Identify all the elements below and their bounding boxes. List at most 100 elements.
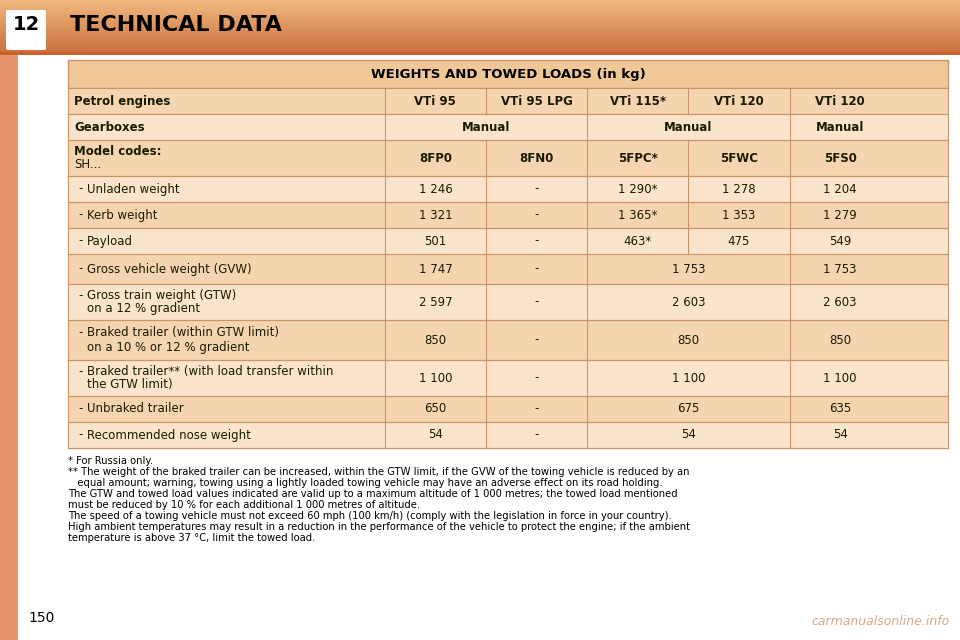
Bar [0, 52, 960, 55]
Text: 1 278: 1 278 [722, 182, 756, 195]
Text: 635: 635 [829, 403, 852, 415]
Text: Unbraked trailer: Unbraked trailer [87, 403, 183, 415]
Text: 12: 12 [12, 15, 39, 33]
Bar [0, 26, 960, 27]
Text: 1 100: 1 100 [824, 371, 857, 385]
Bar [68, 254, 948, 284]
Bar [0, 2, 960, 3]
Bar [0, 1, 960, 2]
Bar [0, 31, 960, 32]
Bar [0, 17, 960, 18]
Bar [68, 88, 948, 114]
Bar [0, 32, 960, 33]
Text: 2 597: 2 597 [419, 296, 452, 308]
Bar [0, 25, 960, 26]
Text: Petrol engines: Petrol engines [74, 95, 170, 108]
Text: The GTW and towed load values indicated are valid up to a maximum altitude of 1 : The GTW and towed load values indicated … [68, 489, 678, 499]
Text: Braked trailer (within GTW limit): Braked trailer (within GTW limit) [87, 326, 279, 339]
Text: 1 753: 1 753 [824, 262, 857, 275]
Bar [0, 30, 960, 31]
Bar [0, 20, 960, 21]
Text: equal amount; warning, towing using a lightly loaded towing vehicle may have an : equal amount; warning, towing using a li… [68, 478, 662, 488]
Bar [0, 29, 960, 30]
Bar [0, 33, 960, 34]
Text: Gross vehicle weight (GVW): Gross vehicle weight (GVW) [87, 262, 252, 275]
Bar [0, 11, 960, 12]
Text: 5FS0: 5FS0 [824, 152, 856, 164]
Text: the GTW limit): the GTW limit) [87, 378, 173, 391]
Bar [0, 24, 960, 25]
Bar [0, 4, 960, 5]
Text: 150: 150 [28, 611, 55, 625]
Text: High ambient temperatures may result in a reduction in the performance of the ve: High ambient temperatures may result in … [68, 522, 690, 532]
Bar [0, 8, 960, 9]
Bar [0, 28, 960, 29]
Text: -: - [535, 371, 539, 385]
Bar [0, 14, 960, 15]
Bar [0, 22, 960, 23]
Bar [0, 14, 960, 15]
Text: -: - [78, 429, 83, 442]
Bar [0, 40, 960, 41]
Bar [0, 7, 960, 8]
Text: 1 321: 1 321 [419, 209, 452, 221]
Text: Recommended nose weight: Recommended nose weight [87, 429, 251, 442]
Text: 5FPC*: 5FPC* [618, 152, 658, 164]
Bar [0, 27, 960, 28]
Bar [0, 39, 960, 40]
Bar [0, 49, 960, 50]
Bar [0, 31, 960, 32]
Bar [0, 44, 960, 45]
Bar [0, 12, 960, 13]
Text: Manual: Manual [664, 120, 712, 134]
Bar [0, 27, 960, 28]
Text: VTi 120: VTi 120 [815, 95, 865, 108]
Bar [0, 46, 960, 47]
Bar [0, 21, 960, 22]
Bar [0, 18, 960, 19]
Bar [68, 228, 948, 254]
Text: WEIGHTS AND TOWED LOADS (in kg): WEIGHTS AND TOWED LOADS (in kg) [371, 67, 645, 81]
Bar [0, 34, 960, 35]
Text: -: - [78, 209, 83, 221]
Bar [0, 3, 960, 4]
Text: -: - [78, 403, 83, 415]
Text: Manual: Manual [462, 120, 510, 134]
Bar [68, 422, 948, 448]
Bar [0, 8, 960, 9]
Text: 8FP0: 8FP0 [419, 152, 452, 164]
Text: 54: 54 [428, 429, 443, 442]
Bar [0, 21, 960, 22]
Text: 850: 850 [424, 333, 446, 346]
Text: 1 290*: 1 290* [618, 182, 658, 195]
Text: 1 353: 1 353 [722, 209, 756, 221]
Text: -: - [535, 296, 539, 308]
Text: VTi 95 LPG: VTi 95 LPG [501, 95, 572, 108]
Bar [0, 2, 960, 3]
Bar [0, 29, 960, 30]
Text: 54: 54 [832, 429, 848, 442]
Bar [0, 50, 960, 51]
Text: The speed of a towing vehicle must not exceed 60 mph (100 km/h) (comply with the: The speed of a towing vehicle must not e… [68, 511, 672, 521]
Bar [0, 4, 960, 5]
Bar [0, 9, 960, 10]
Text: 1 279: 1 279 [824, 209, 857, 221]
Bar [0, 17, 960, 18]
Text: Kerb weight: Kerb weight [87, 209, 157, 221]
Text: SH...: SH... [74, 158, 101, 171]
Bar [0, 1, 960, 2]
Bar [0, 11, 960, 12]
Bar [0, 42, 960, 43]
Text: 1 100: 1 100 [672, 371, 706, 385]
Bar [0, 51, 960, 52]
Bar [0, 50, 960, 51]
Text: 8FN0: 8FN0 [519, 152, 554, 164]
Bar [0, 10, 960, 11]
Bar [0, 28, 960, 29]
Bar [0, 36, 960, 37]
Bar [0, 15, 960, 16]
Bar [0, 37, 960, 38]
Bar [0, 16, 960, 17]
Bar [0, 0, 960, 1]
Text: -: - [535, 403, 539, 415]
